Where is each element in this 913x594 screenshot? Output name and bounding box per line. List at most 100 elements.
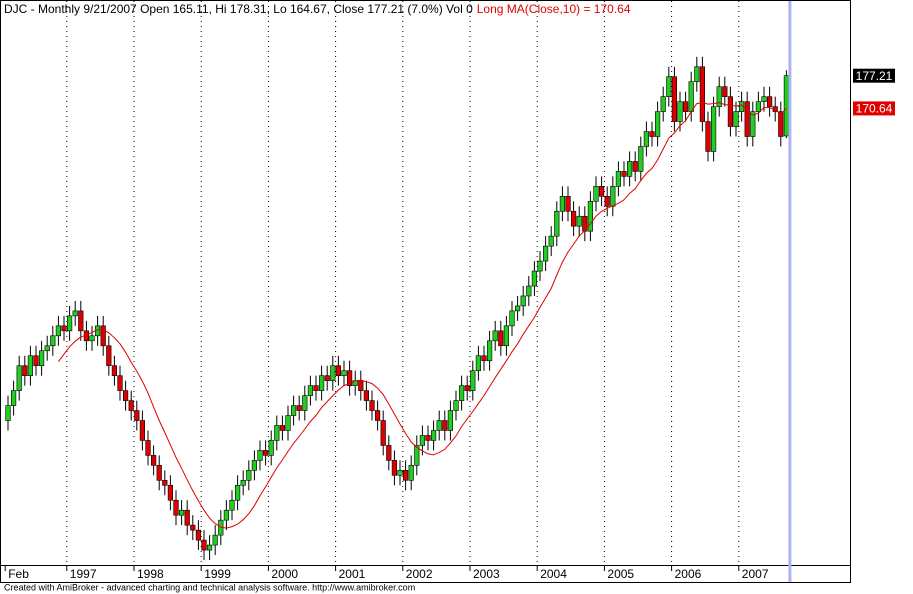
candle-body (666, 76, 672, 97)
candle-body (699, 66, 705, 122)
x-tick-label: 2007 (742, 567, 769, 581)
candle-body (744, 101, 750, 137)
candle-body (397, 470, 403, 476)
candle-body (755, 101, 761, 112)
candle-body (761, 96, 767, 102)
candle-body (615, 171, 621, 187)
candle-body (694, 66, 700, 83)
value-label-box (853, 68, 895, 83)
candle-body (285, 415, 291, 431)
candle-body (173, 499, 179, 516)
candle-body (436, 420, 442, 431)
candle-body (179, 509, 185, 516)
candle-body (419, 435, 426, 446)
value-label-box (853, 101, 895, 116)
candle-body (565, 196, 571, 212)
candle-body (453, 400, 459, 411)
candle-body (78, 310, 84, 332)
value-label: 177.21 (856, 69, 893, 83)
candle-body (50, 335, 56, 347)
candle-body (128, 400, 134, 411)
candle-body (229, 499, 235, 511)
title-text: DJC - Monthly 9/21/2007 Open 165.11, Hi … (4, 2, 473, 16)
candle-body (55, 325, 61, 337)
candle-body (542, 245, 549, 262)
candle-body (296, 405, 302, 411)
candle-body (442, 420, 448, 431)
candle-body (207, 544, 213, 551)
candle-body (486, 340, 493, 362)
candle-body (38, 350, 45, 367)
candle-body (408, 465, 414, 481)
candle-body (61, 325, 67, 332)
candle-body (184, 509, 190, 526)
x-tick-label: 2001 (339, 567, 366, 581)
x-tick-label: 1999 (204, 567, 231, 581)
candle-body (705, 121, 711, 152)
candle-body (414, 445, 420, 466)
candle-body (671, 76, 677, 122)
candle-body (531, 270, 537, 287)
candle-body (363, 390, 370, 401)
candle-body (106, 345, 112, 367)
candle-body (111, 365, 117, 376)
candle-body (425, 435, 431, 441)
candle-body (156, 465, 162, 481)
candle-body (145, 440, 151, 456)
candle-body (341, 370, 347, 376)
candle-body (688, 81, 694, 112)
ma-line (57, 102, 787, 529)
candle-body (262, 450, 269, 456)
candle-body (509, 310, 515, 327)
value-label: 170.64 (856, 102, 893, 116)
candle-body (554, 210, 560, 237)
candle-body (710, 106, 717, 152)
candle-body (346, 370, 353, 386)
candle-body (139, 420, 146, 441)
x-tick-label: 1998 (137, 567, 164, 581)
candle-body (766, 96, 773, 107)
candle-body (537, 260, 543, 272)
candle-body (520, 295, 526, 307)
candle-body (201, 539, 207, 551)
x-tick-label: 2002 (406, 567, 433, 581)
candle-body (16, 365, 22, 391)
candle-body (783, 75, 789, 137)
candle-body (123, 390, 129, 401)
candle-body (335, 365, 342, 376)
candle-body (621, 171, 627, 177)
x-tick-label: 2000 (271, 567, 298, 581)
candle-body (151, 455, 157, 466)
candle-body (302, 395, 308, 411)
candle-body (190, 524, 196, 531)
chart-title: DJC - Monthly 9/21/2007 Open 165.11, Hi … (4, 2, 631, 16)
candle-body (290, 405, 297, 416)
candle-body (134, 410, 140, 421)
candle-body (576, 215, 582, 227)
candle-body (33, 355, 39, 367)
candle-body (167, 484, 174, 501)
candle-body (391, 460, 398, 476)
candle-body (195, 529, 202, 541)
candle-body (402, 470, 409, 481)
candle-body (738, 101, 745, 112)
x-tick-label: 2004 (540, 567, 567, 581)
candle-body (526, 285, 532, 297)
x-tick-label: Feb (8, 567, 29, 581)
candle-body (587, 200, 593, 232)
candle-body (72, 310, 78, 317)
candle-body (67, 315, 73, 332)
candle-body (514, 305, 521, 312)
candle-body (374, 410, 381, 421)
candle-body (464, 385, 470, 391)
candle-body (386, 445, 392, 461)
candle-body (750, 111, 756, 137)
candle-body (593, 186, 599, 202)
candle-body (89, 335, 95, 342)
candle-body (778, 111, 784, 137)
candle-body (22, 365, 28, 376)
candle-body (492, 330, 498, 342)
footer: Created with AmiBroker - advanced charti… (4, 582, 415, 592)
ma-legend: Long MA(Close,10) = 170.64 (477, 2, 631, 16)
x-tick-label: 2003 (473, 567, 500, 581)
